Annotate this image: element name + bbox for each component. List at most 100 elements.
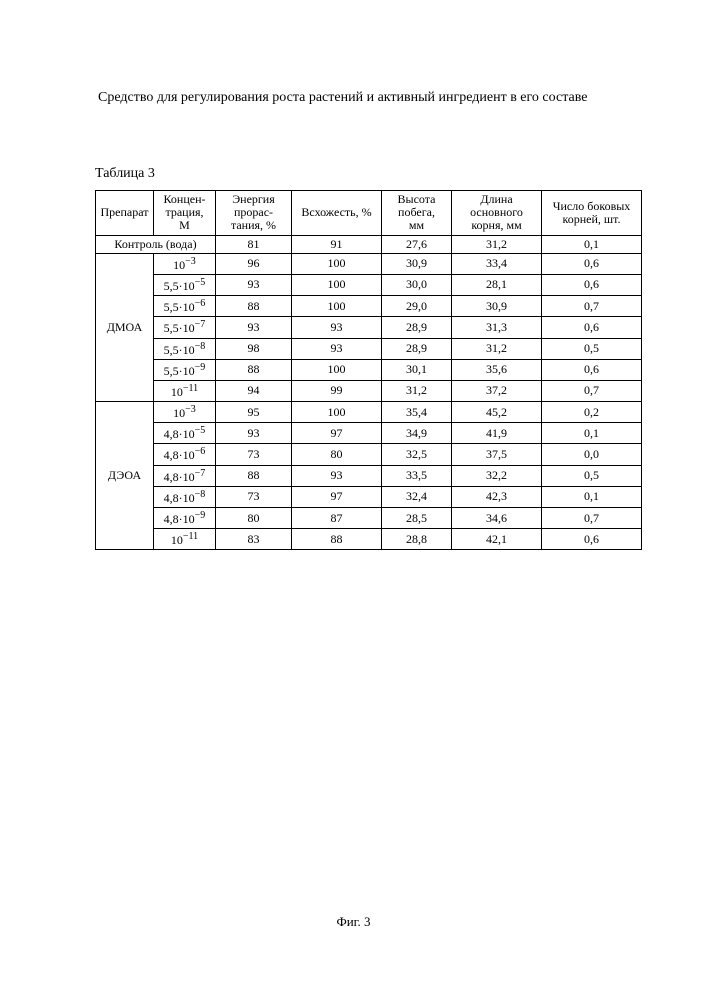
table-cell: 95 xyxy=(216,402,292,423)
table-cell: 30,9 xyxy=(382,253,452,274)
table-cell: 10−11 xyxy=(154,529,216,550)
table-cell: 93 xyxy=(216,317,292,338)
table-cell: 33,5 xyxy=(382,465,452,486)
table-row: ДЭОА10−39510035,445,20,2 xyxy=(96,402,642,423)
control-label: Контроль (вода) xyxy=(96,235,216,253)
table-cell: 10−3 xyxy=(154,253,216,274)
table-cell: 4,8·10−5 xyxy=(154,423,216,444)
table-cell: 0,7 xyxy=(542,508,642,529)
table-cell: 5,5·10−8 xyxy=(154,338,216,359)
table-cell: 80 xyxy=(216,508,292,529)
table-cell: 30,1 xyxy=(382,359,452,380)
table-row: 5,5·10−98810030,135,60,6 xyxy=(96,359,642,380)
table-cell: 4,8·10−6 xyxy=(154,444,216,465)
table-cell: 4,8·10−7 xyxy=(154,465,216,486)
table-cell: 0,1 xyxy=(542,235,642,253)
table-row: 5,5·10−59310030,028,10,6 xyxy=(96,274,642,295)
table-cell: 30,0 xyxy=(382,274,452,295)
table-cell: 0,5 xyxy=(542,338,642,359)
table-cell: 30,9 xyxy=(452,296,542,317)
table-cell: 35,6 xyxy=(452,359,542,380)
table-cell: 5,5·10−6 xyxy=(154,296,216,317)
table-cell: 35,4 xyxy=(382,402,452,423)
table-cell: 31,2 xyxy=(382,380,452,401)
control-row: Контроль (вода)819127,631,20,1 xyxy=(96,235,642,253)
table-cell: 93 xyxy=(292,338,382,359)
table-cell: 80 xyxy=(292,444,382,465)
col-concentration: Концен- трация, М xyxy=(154,191,216,236)
table-cell: 31,2 xyxy=(452,235,542,253)
col-energy: Энергия прорас- тания, % xyxy=(216,191,292,236)
table-cell: 0,6 xyxy=(542,529,642,550)
col-preparat: Препарат xyxy=(96,191,154,236)
table-cell: 0,6 xyxy=(542,317,642,338)
table-cell: 32,2 xyxy=(452,465,542,486)
table-row: 5,5·10−7939328,931,30,6 xyxy=(96,317,642,338)
table-cell: 97 xyxy=(292,423,382,444)
table-cell: 83 xyxy=(216,529,292,550)
table-cell: 45,2 xyxy=(452,402,542,423)
table-cell: 81 xyxy=(216,235,292,253)
table-cell: 42,1 xyxy=(452,529,542,550)
table-row: ДМОА10−39610030,933,40,6 xyxy=(96,253,642,274)
table-cell: 29,0 xyxy=(382,296,452,317)
page-title: Средство для регулирования роста растени… xyxy=(98,90,637,106)
table-header-row: Препарат Концен- трация, М Энергия прора… xyxy=(96,191,642,236)
table-cell: 4,8·10−8 xyxy=(154,486,216,507)
col-root-num: Число боковых корней, шт. xyxy=(542,191,642,236)
table-cell: 0,1 xyxy=(542,423,642,444)
table-cell: 88 xyxy=(216,359,292,380)
preparat-name: ДЭОА xyxy=(96,402,154,550)
table-cell: 0,5 xyxy=(542,465,642,486)
table-cell: 28,9 xyxy=(382,317,452,338)
table-cell: 73 xyxy=(216,444,292,465)
table-cell: 96 xyxy=(216,253,292,274)
table-cell: 32,5 xyxy=(382,444,452,465)
table-cell: 32,4 xyxy=(382,486,452,507)
table-cell: 33,4 xyxy=(452,253,542,274)
table-cell: 37,5 xyxy=(452,444,542,465)
table-row: 4,8·10−6738032,537,50,0 xyxy=(96,444,642,465)
table-cell: 0,6 xyxy=(542,274,642,295)
page: Средство для регулирования роста растени… xyxy=(0,0,707,1000)
preparat-name: ДМОА xyxy=(96,253,154,401)
table-cell: 0,7 xyxy=(542,380,642,401)
table-row: 5,5·10−8989328,931,20,5 xyxy=(96,338,642,359)
table-cell: 27,6 xyxy=(382,235,452,253)
table-body: Контроль (вода)819127,631,20,1ДМОА10−396… xyxy=(96,235,642,550)
table-cell: 93 xyxy=(216,423,292,444)
table-cell: 100 xyxy=(292,359,382,380)
table-row: 10−11838828,842,10,6 xyxy=(96,529,642,550)
table-cell: 5,5·10−7 xyxy=(154,317,216,338)
table-cell: 91 xyxy=(292,235,382,253)
table-cell: 93 xyxy=(292,465,382,486)
table-cell: 100 xyxy=(292,402,382,423)
table-cell: 34,9 xyxy=(382,423,452,444)
table-cell: 34,6 xyxy=(452,508,542,529)
table-cell: 94 xyxy=(216,380,292,401)
table-row: 10−11949931,237,20,7 xyxy=(96,380,642,401)
table-cell: 88 xyxy=(292,529,382,550)
table-row: 4,8·10−7889333,532,20,5 xyxy=(96,465,642,486)
table-cell: 0,1 xyxy=(542,486,642,507)
table-cell: 31,3 xyxy=(452,317,542,338)
table-cell: 93 xyxy=(216,274,292,295)
table-cell: 5,5·10−9 xyxy=(154,359,216,380)
table-cell: 42,3 xyxy=(452,486,542,507)
table-cell: 98 xyxy=(216,338,292,359)
figure-caption: Фиг. 3 xyxy=(0,914,707,930)
table-cell: 100 xyxy=(292,296,382,317)
table-cell: 28,9 xyxy=(382,338,452,359)
table-row: 4,8·10−5939734,941,90,1 xyxy=(96,423,642,444)
table-cell: 28,5 xyxy=(382,508,452,529)
table-cell: 28,1 xyxy=(452,274,542,295)
table-cell: 0,2 xyxy=(542,402,642,423)
col-germination: Всхожесть, % xyxy=(292,191,382,236)
table-cell: 41,9 xyxy=(452,423,542,444)
table-cell: 93 xyxy=(292,317,382,338)
table-cell: 37,2 xyxy=(452,380,542,401)
table-cell: 99 xyxy=(292,380,382,401)
table-row: 5,5·10−68810029,030,90,7 xyxy=(96,296,642,317)
table-cell: 73 xyxy=(216,486,292,507)
data-table: Препарат Концен- трация, М Энергия прора… xyxy=(95,190,642,550)
